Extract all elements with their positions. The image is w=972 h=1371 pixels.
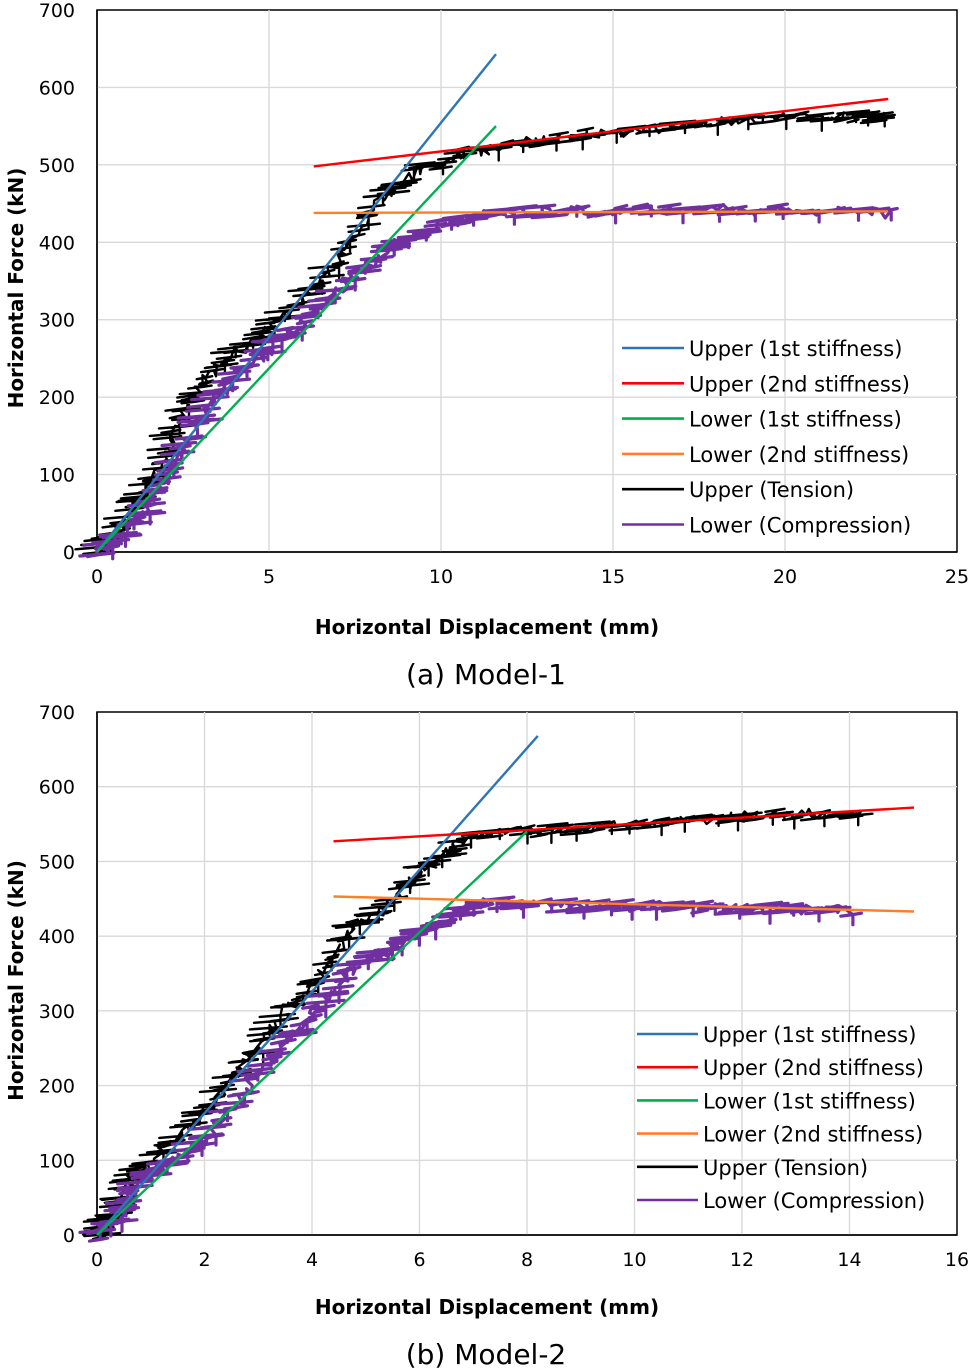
series-upper-2nd-stiffness [313, 97, 889, 168]
y-tick-label: 400 [39, 232, 75, 254]
legend-item: Upper (2nd stiffness) [637, 1056, 924, 1080]
legend-item: Lower (1st stiffness) [622, 408, 902, 432]
series-line-lower-2nd-stiffness [313, 210, 889, 215]
chart-caption: (a) Model-1 [406, 658, 566, 691]
series-line-upper-1st-stiffness [96, 735, 539, 1236]
legend-item: Upper (1st stiffness) [637, 1023, 916, 1047]
x-tick-label: 2 [198, 1249, 210, 1271]
series-lower-1st-stiffness [96, 125, 497, 553]
series-line-upper-2nd-stiffness [313, 97, 889, 168]
legend-item: Upper (1st stiffness) [622, 337, 902, 361]
legend-label: Upper (2nd stiffness) [703, 1056, 924, 1080]
series-lower-2nd-stiffness [313, 210, 889, 215]
series-line-lower-2nd-stiffness [333, 895, 915, 913]
series-upper-2nd-stiffness [333, 806, 915, 843]
series-lower-compression [78, 895, 863, 1243]
series-line-lower-compression [78, 895, 863, 1243]
legend-item: Lower (1st stiffness) [637, 1089, 916, 1113]
x-tick-label: 6 [413, 1249, 425, 1271]
series-upper-1st-stiffness [96, 735, 539, 1236]
y-tick-label: 0 [63, 542, 75, 564]
x-tick-label: 16 [945, 1249, 969, 1271]
y-axis-label: Horizontal Force (kN) [4, 168, 28, 409]
chart-1: 0 5 10 15 20 25 0 100 200 300 400 500 600 700 Horizont… [4, 0, 969, 691]
legend-item: Upper (Tension) [622, 478, 854, 502]
legend-item: Upper (2nd stiffness) [622, 372, 910, 396]
series-upper-1st-stiffness [96, 53, 497, 553]
legend-item: Upper (Tension) [637, 1156, 868, 1180]
y-tick-label: 500 [39, 851, 75, 873]
x-tick-label: 0 [91, 566, 103, 588]
y-tick-label: 100 [39, 1150, 75, 1172]
y-tick-label: 700 [39, 702, 75, 724]
series-line-lower-1st-stiffness [96, 125, 497, 553]
series-line-upper-1st-stiffness [96, 53, 497, 553]
series-line-lower-compression [78, 202, 899, 561]
series-line-upper-2nd-stiffness [333, 806, 915, 843]
x-tick-label: 25 [945, 566, 969, 588]
y-tick-label: 600 [39, 77, 75, 99]
y-tick-label: 300 [39, 310, 75, 332]
x-axis-label: Horizontal Displacement (mm) [315, 1295, 659, 1319]
x-tick-label: 8 [521, 1249, 533, 1271]
legend-label: Upper (Tension) [703, 1156, 868, 1180]
legend-item: Lower (2nd stiffness) [622, 443, 909, 467]
y-tick-label: 100 [39, 465, 75, 487]
y-axis-label: Horizontal Force (kN) [4, 860, 28, 1101]
y-tick-label: 700 [39, 0, 75, 22]
y-tick-label: 400 [39, 926, 75, 948]
plot-area [96, 9, 958, 553]
chart-caption: (b) Model-2 [406, 1338, 567, 1371]
legend-label: Upper (Tension) [689, 478, 854, 502]
legend-label: Upper (2nd stiffness) [689, 372, 910, 396]
series-lower-2nd-stiffness [333, 895, 915, 913]
x-tick-label: 5 [263, 566, 275, 588]
legend-label: Upper (1st stiffness) [689, 337, 902, 361]
legend-label: Lower (2nd stiffness) [689, 443, 909, 467]
x-tick-label: 4 [306, 1249, 318, 1271]
x-axis-label: Horizontal Displacement (mm) [315, 615, 659, 639]
y-tick-label: 0 [63, 1225, 75, 1247]
y-tick-label: 500 [39, 155, 75, 177]
x-tick-label: 12 [730, 1249, 754, 1271]
legend-label: Upper (1st stiffness) [703, 1023, 916, 1047]
legend-label: Lower (Compression) [689, 514, 911, 538]
legend-label: Lower (2nd stiffness) [703, 1123, 923, 1147]
y-tick-label: 200 [39, 1076, 75, 1098]
x-tick-label: 10 [429, 566, 453, 588]
legend-label: Lower (1st stiffness) [689, 408, 902, 432]
x-tick-label: 20 [773, 566, 797, 588]
y-tick-label: 200 [39, 387, 75, 409]
x-tick-label: 15 [601, 566, 625, 588]
legend: Upper (1st stiffness) Upper (2nd stiffnes… [622, 337, 911, 538]
legend: Upper (1st stiffness) Upper (2nd stiffnes… [637, 1023, 925, 1213]
x-tick-label: 10 [622, 1249, 646, 1271]
legend-item: Lower (Compression) [637, 1189, 925, 1213]
legend-label: Lower (Compression) [703, 1189, 925, 1213]
legend-item: Lower (Compression) [622, 514, 911, 538]
y-tick-label: 600 [39, 777, 75, 799]
legend-label: Lower (1st stiffness) [703, 1089, 916, 1113]
x-tick-label: 0 [91, 1249, 103, 1271]
y-tick-label: 300 [39, 1001, 75, 1023]
series-lower-compression [78, 202, 899, 561]
x-tick-label: 14 [837, 1249, 861, 1271]
legend-item: Lower (2nd stiffness) [637, 1123, 923, 1147]
chart-2: 0 2 4 6 8 10 12 14 16 0 100 200 300 400 500 600 700 Horiz… [4, 702, 969, 1371]
